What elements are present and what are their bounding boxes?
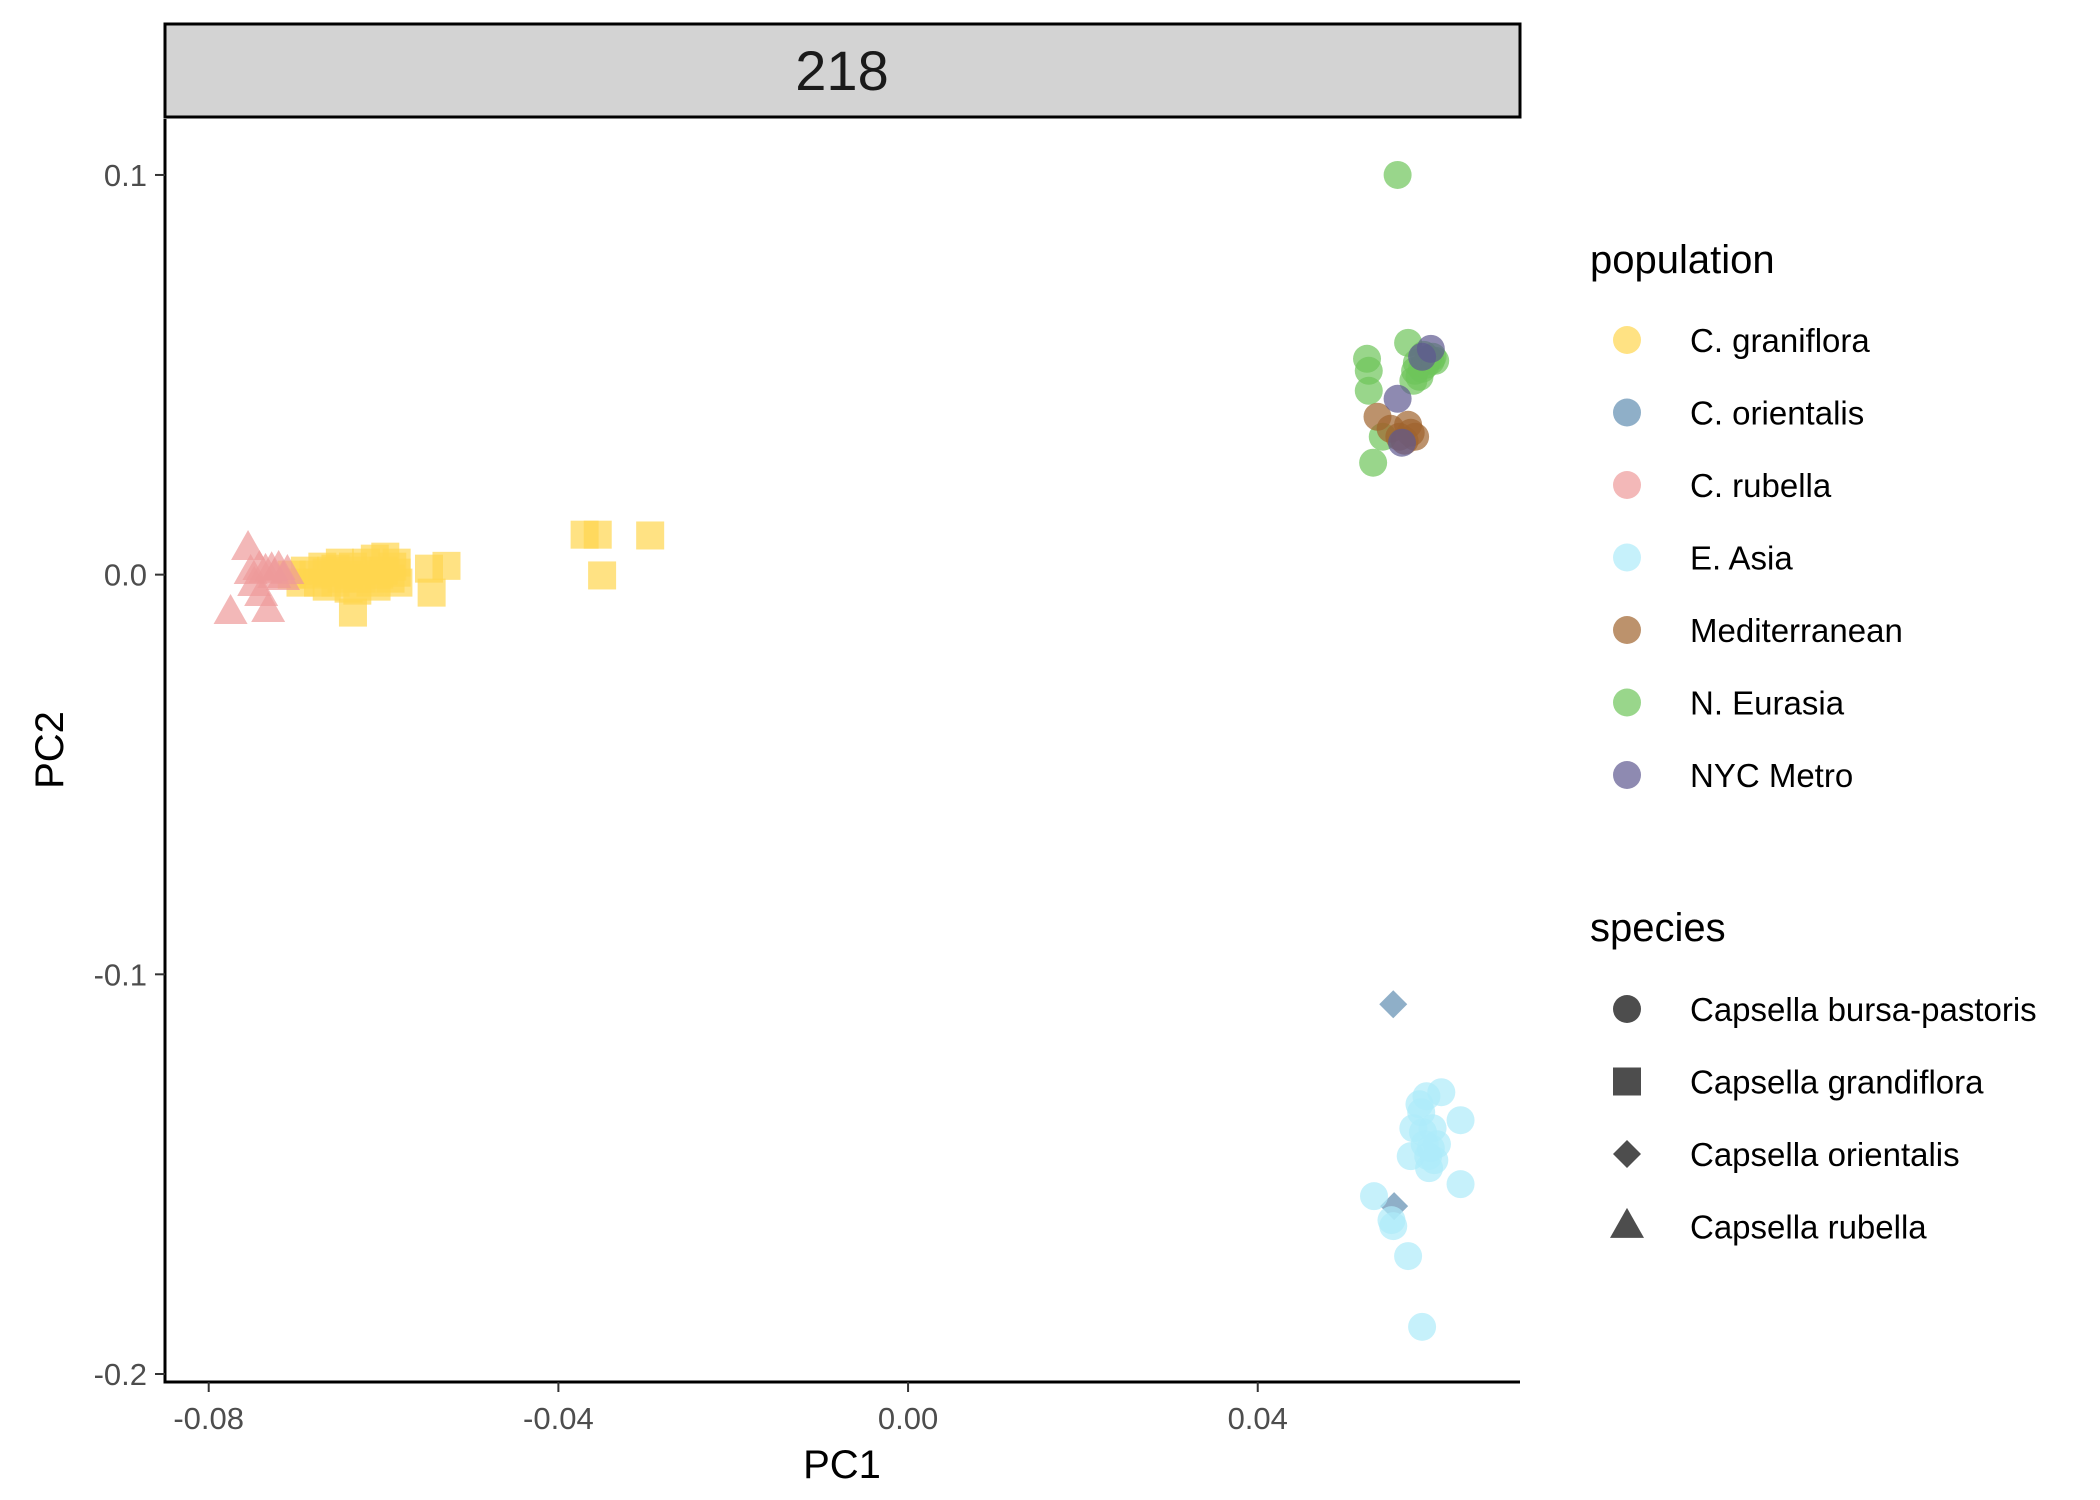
legend-species-key xyxy=(1613,995,1641,1023)
legend-population-key xyxy=(1613,326,1641,354)
legend-species: species Capsella bursa-pastoris Capsella … xyxy=(1590,906,2037,1246)
data-point xyxy=(231,530,266,561)
legend-population-key xyxy=(1613,471,1641,499)
y-tick-label: 0.0 xyxy=(104,558,147,593)
legend-species-key xyxy=(1613,1140,1641,1168)
data-point xyxy=(338,598,367,627)
legend-species-key xyxy=(1610,1207,1644,1238)
data-point xyxy=(588,561,617,590)
legend-population-label: C. graniflora xyxy=(1690,322,1870,359)
y-axis-title: PC2 xyxy=(28,711,72,789)
data-point xyxy=(1354,356,1383,385)
legend-population-key xyxy=(1613,688,1641,717)
legend-population-key xyxy=(1613,616,1641,644)
y-tick-label: -0.1 xyxy=(94,957,147,992)
legend-population-label: Mediterranean xyxy=(1690,612,1903,649)
data-point xyxy=(1446,1170,1475,1199)
legend-population-label: N. Eurasia xyxy=(1690,685,1845,722)
data-point xyxy=(1354,376,1383,405)
data-point xyxy=(1383,384,1412,413)
legend-population-key xyxy=(1613,398,1641,427)
data-point xyxy=(1446,1106,1475,1135)
facet-strip-label: 218 xyxy=(795,39,888,102)
series-c-graniflora xyxy=(277,520,665,627)
data-point xyxy=(365,560,394,589)
legend-population-label: C. rubella xyxy=(1690,467,1832,504)
y-axis-ticks: 0.1 0.0 -0.1 -0.2 xyxy=(94,158,165,1392)
x-axis-title: PC1 xyxy=(803,1443,881,1487)
data-point xyxy=(1387,428,1416,457)
data-point xyxy=(432,551,461,580)
data-point xyxy=(1416,334,1445,363)
data-point xyxy=(1383,160,1412,189)
x-tick-label: -0.08 xyxy=(173,1401,244,1436)
facet-strip-background xyxy=(163,22,1522,119)
data-points-layer xyxy=(213,160,1475,1341)
panel-background xyxy=(165,119,1520,1382)
legend-population-key xyxy=(1613,761,1641,789)
legend-species-key xyxy=(1613,1067,1641,1096)
data-point xyxy=(583,520,612,549)
data-point xyxy=(1379,990,1408,1019)
legend-species-label: Capsella orientalis xyxy=(1690,1136,1960,1173)
y-tick-label: -0.2 xyxy=(94,1357,147,1392)
series-e-asia xyxy=(1360,1078,1475,1341)
data-point xyxy=(1408,1312,1437,1341)
data-point xyxy=(1359,448,1388,477)
data-point xyxy=(417,578,446,607)
series-c-rubella xyxy=(213,530,305,625)
legend-population-label: E. Asia xyxy=(1690,540,1793,577)
data-point xyxy=(1360,1182,1389,1211)
data-point xyxy=(1427,1078,1456,1107)
series-nyc-metro xyxy=(1383,334,1445,457)
x-tick-label: 0.04 xyxy=(1228,1401,1288,1436)
data-point xyxy=(636,521,665,550)
legend-species-label: Capsella bursa-pastoris xyxy=(1690,991,2037,1028)
data-point xyxy=(270,554,305,585)
legend-population-title: population xyxy=(1590,238,1775,282)
data-point xyxy=(1422,1130,1451,1159)
legend-population-key xyxy=(1613,543,1641,572)
x-tick-label: -0.04 xyxy=(523,1401,594,1436)
y-tick-label: 0.1 xyxy=(104,158,147,193)
plot-panel xyxy=(163,119,1520,1384)
x-tick-label: 0.00 xyxy=(878,1401,938,1436)
data-point xyxy=(1394,1242,1423,1271)
data-point xyxy=(1379,1212,1408,1241)
data-point xyxy=(334,574,363,603)
legend-population: population C. graniflora C. orientalis C. … xyxy=(1590,238,1903,794)
legend-species-label: Capsella grandiflora xyxy=(1690,1064,1984,1101)
x-axis-ticks: -0.08 -0.04 0.00 0.04 xyxy=(173,1382,1288,1436)
data-point xyxy=(251,592,286,623)
legend-species-title: species xyxy=(1590,906,1726,950)
legend-population-label: NYC Metro xyxy=(1690,757,1853,794)
legend-population-label: C. orientalis xyxy=(1690,395,1864,432)
legend-species-label: Capsella rubella xyxy=(1690,1209,1927,1246)
facet-strip: 218 xyxy=(163,22,1522,119)
data-point xyxy=(213,594,248,625)
